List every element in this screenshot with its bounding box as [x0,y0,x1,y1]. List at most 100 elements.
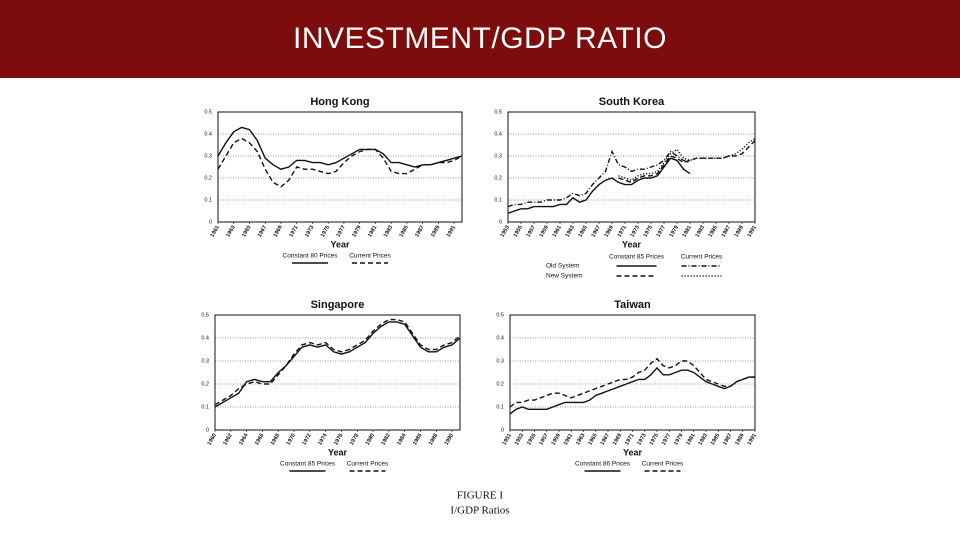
x-tick-label: 1987 [414,225,425,239]
x-tick-label: 1957 [538,433,549,447]
x-tick-label: 1965 [587,433,598,447]
x-tick-label: 1977 [656,225,667,239]
y-tick-label: 0.2 [496,381,504,387]
x-tick-label: 1976 [333,433,344,447]
series-line [509,357,755,408]
x-tick-label: 1963 [225,225,236,239]
x-tick-label: 1951 [502,433,513,447]
x-tick-label: 1979 [669,225,680,239]
x-tick-label: 1965 [578,225,589,239]
legend-row: Old System [546,263,580,270]
y-tick-label: 0.2 [201,381,209,387]
series-line [509,366,755,415]
x-tick-label: 1978 [349,433,360,447]
legend-label: Constant 80 Prices [283,253,339,260]
legend-column: Constant 85 Prices [609,254,665,261]
plot-frame [507,111,756,223]
x-tick-label: 1971 [617,225,628,239]
legend-label: Current Prices [349,253,391,260]
y-tick-label: 0.4 [204,131,212,137]
x-tick-label: 1972 [302,433,313,447]
y-tick-label: 0 [209,219,212,225]
y-tick-label: 0.5 [494,109,502,115]
x-tick-label: 1969 [604,225,615,239]
x-tick-label: 1979 [673,433,684,447]
x-tick-label: 1963 [575,433,586,447]
legend-label: Constant 86 Prices [575,461,631,468]
x-tick-label: 1982 [381,433,392,447]
x-axis-label: Year [328,447,348,457]
x-tick-label: 1975 [649,433,660,447]
series-line [507,157,691,214]
y-tick-label: 0.4 [201,335,209,341]
x-tick-label: 1963 [565,225,576,239]
x-tick-label: 1980 [365,433,376,447]
y-tick-label: 0.5 [496,312,504,318]
y-tick-label: 0.4 [494,131,502,137]
x-tick-label: 1967 [591,225,602,239]
x-tick-label: 1969 [612,433,623,447]
x-tick-label: 1981 [682,225,693,239]
y-tick-label: 0.1 [494,197,502,203]
x-tick-label: 1960 [207,433,218,447]
y-tick-label: 0.1 [496,404,504,410]
x-tick-label: 1965 [241,225,252,239]
x-tick-label: 1979 [351,225,362,239]
slide-title: INVESTMENT/GDP RATIO [293,22,667,55]
x-axis-label: Year [623,447,643,457]
legend-label: Current Prices [347,461,389,468]
y-tick-label: 0.2 [204,175,212,181]
x-tick-label: 1969 [273,225,284,239]
x-tick-label: 1985 [399,225,410,239]
series-line [214,321,461,408]
x-tick-label: 1973 [304,225,315,239]
x-tick-label: 1955 [513,225,524,239]
x-tick-label: 1991 [747,433,758,447]
x-axis-label: Year [330,239,350,249]
y-tick-label: 0.3 [204,153,212,159]
x-tick-label: 1959 [539,225,550,239]
x-tick-label: 1968 [270,433,281,447]
x-tick-label: 1975 [320,225,331,239]
x-tick-label: 1989 [430,225,441,239]
series-line [217,137,463,188]
x-tick-label: 1971 [288,225,299,239]
x-tick-label: 1973 [636,433,647,447]
series-line [618,140,756,184]
x-tick-label: 1989 [734,225,745,239]
x-tick-label: 1961 [563,433,574,447]
x-tick-label: 1957 [526,225,537,239]
x-tick-label: 1973 [630,225,641,239]
plot-frame [214,314,461,431]
x-tick-label: 1989 [734,433,745,447]
y-tick-label: 0 [499,219,502,225]
x-tick-label: 1964 [238,432,250,446]
plot-frame [509,314,756,431]
x-tick-label: 1990 [444,433,455,447]
x-tick-label: 1971 [624,433,635,447]
x-tick-label: 1985 [708,225,719,239]
y-tick-label: 0.1 [201,404,209,410]
x-tick-label: 1967 [600,433,611,447]
x-tick-label: 1986 [412,433,423,447]
x-tick-label: 1955 [526,433,537,447]
legend-label: Constant 85 Prices [280,461,336,468]
y-tick-label: 0.4 [496,335,504,341]
x-tick-label: 1985 [710,433,721,447]
x-tick-label: 1977 [661,433,672,447]
chart-title: Hong Kong [310,96,369,108]
x-tick-label: 1983 [698,433,709,447]
x-tick-label: 1981 [685,433,696,447]
series-line [618,137,756,181]
x-tick-label: 1970 [286,433,297,447]
x-tick-label: 1967 [257,225,268,239]
x-tick-label: 1962 [222,433,233,447]
series-line [217,126,463,170]
y-tick-label: 0.3 [496,358,504,364]
x-tick-label: 1961 [552,225,563,239]
x-tick-label: 1974 [317,432,329,446]
legend-row: New System [546,273,582,280]
chart-title: South Korea [599,96,665,108]
series-line [507,149,691,208]
